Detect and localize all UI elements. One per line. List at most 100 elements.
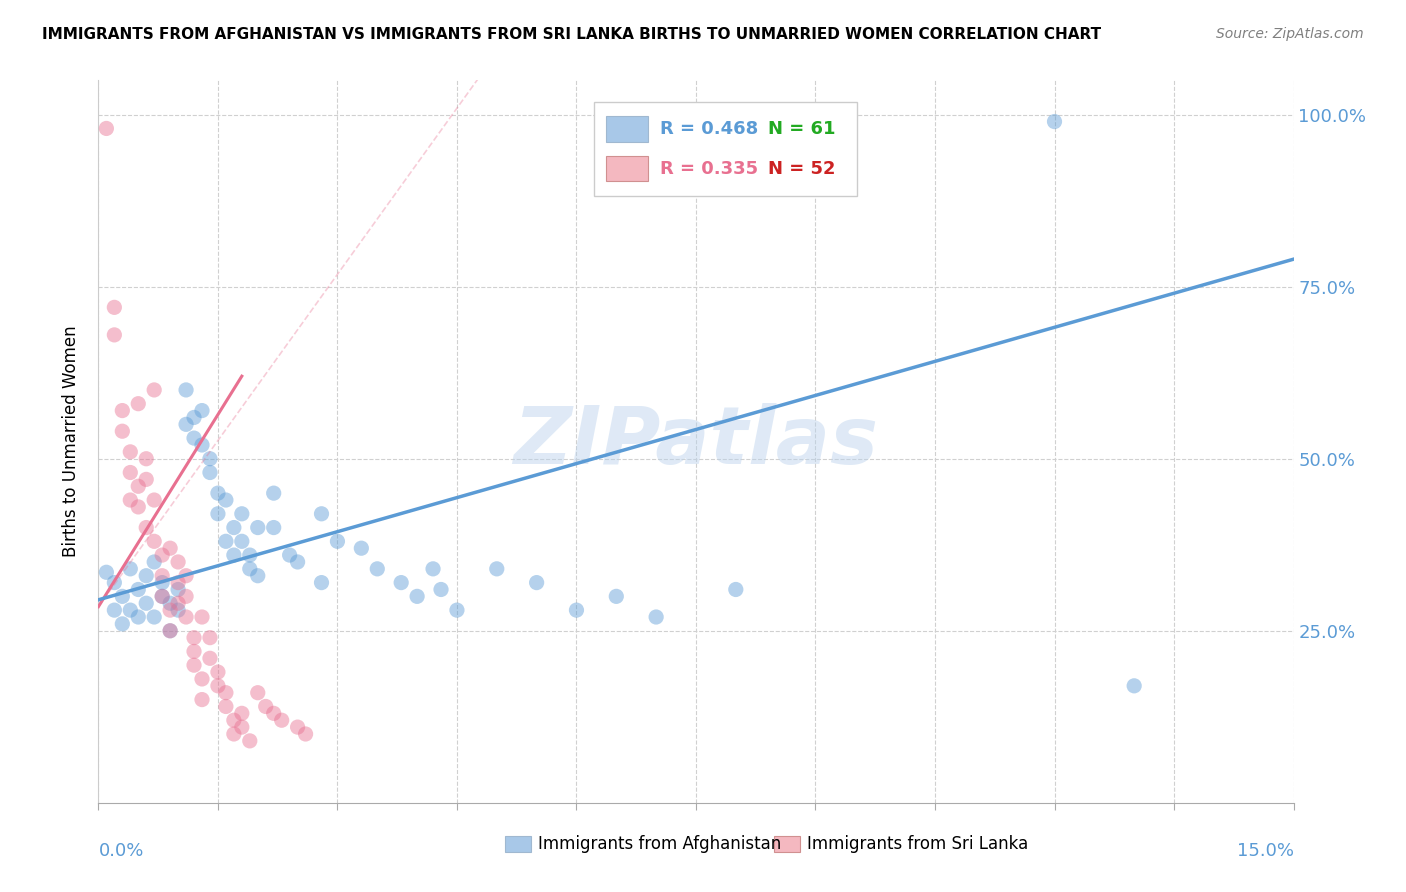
Point (278, 548, 301, 562)
Point (120, 445, 142, 459)
Point (183, 410, 205, 425)
Point (167, 582, 190, 597)
Text: N = 61: N = 61 (768, 120, 835, 138)
Point (183, 631, 205, 645)
Point (222, 520, 245, 534)
Text: Source: ZipAtlas.com: Source: ZipAtlas.com (1216, 27, 1364, 41)
Point (231, 507, 253, 521)
Text: Immigrants from Afghanistan: Immigrants from Afghanistan (538, 835, 782, 853)
Point (263, 486, 285, 500)
Point (724, 582, 747, 597)
Point (231, 534, 253, 549)
Text: N = 52: N = 52 (768, 161, 835, 178)
Point (174, 383, 197, 397)
Text: R = 0.335: R = 0.335 (661, 161, 758, 178)
Point (311, 507, 333, 521)
Point (446, 603, 468, 617)
Point (1123, 679, 1146, 693)
Point (287, 555, 309, 569)
Point (207, 486, 229, 500)
Point (526, 575, 548, 590)
Point (565, 603, 588, 617)
Point (246, 686, 269, 700)
Point (96, 566, 118, 580)
Y-axis label: Births to Unmarried Women: Births to Unmarried Women (62, 326, 80, 558)
Text: IMMIGRANTS FROM AFGHANISTAN VS IMMIGRANTS FROM SRI LANKA BIRTHS TO UNMARRIED WOM: IMMIGRANTS FROM AFGHANISTAN VS IMMIGRANT… (42, 27, 1101, 42)
Bar (505, 836, 531, 852)
Point (326, 534, 349, 549)
FancyBboxPatch shape (595, 102, 858, 196)
Point (111, 403, 134, 417)
Point (150, 575, 173, 590)
Point (246, 520, 269, 534)
Point (430, 582, 453, 597)
Point (191, 438, 214, 452)
Point (103, 327, 125, 342)
Point (135, 568, 157, 582)
Point (270, 713, 292, 727)
Point (222, 727, 245, 741)
Point (143, 383, 166, 397)
Point (207, 679, 229, 693)
Point (159, 624, 181, 638)
Point (239, 562, 262, 576)
Point (159, 624, 181, 638)
Point (103, 603, 125, 617)
Text: 15.0%: 15.0% (1236, 842, 1294, 860)
Point (174, 590, 197, 604)
Point (215, 686, 238, 700)
Point (103, 575, 125, 590)
Point (215, 493, 238, 508)
Point (422, 562, 444, 576)
Point (207, 507, 229, 521)
Point (366, 562, 388, 576)
Point (191, 610, 214, 624)
Point (159, 596, 181, 610)
Point (485, 562, 508, 576)
Bar (773, 836, 800, 852)
Point (120, 562, 142, 576)
Point (150, 548, 173, 562)
Point (287, 720, 309, 734)
Point (135, 520, 157, 534)
Point (111, 590, 134, 604)
Point (254, 699, 277, 714)
Point (167, 596, 190, 610)
Point (239, 548, 262, 562)
Point (183, 431, 205, 445)
Point (191, 692, 214, 706)
Point (231, 720, 253, 734)
Point (143, 534, 166, 549)
Point (120, 603, 142, 617)
Point (198, 631, 221, 645)
Point (96, 121, 118, 136)
Point (263, 520, 285, 534)
Point (605, 590, 627, 604)
Point (174, 610, 197, 624)
Point (159, 603, 181, 617)
Point (111, 616, 134, 631)
FancyBboxPatch shape (606, 156, 648, 181)
Point (150, 568, 173, 582)
Text: ZIPatlas: ZIPatlas (513, 402, 879, 481)
Point (239, 734, 262, 748)
Point (127, 500, 149, 514)
Point (111, 424, 134, 438)
Point (120, 466, 142, 480)
Point (127, 397, 149, 411)
Point (198, 651, 221, 665)
Point (645, 610, 668, 624)
Point (389, 575, 412, 590)
Point (159, 541, 181, 556)
Point (183, 644, 205, 658)
Text: 0.0%: 0.0% (98, 842, 143, 860)
Point (167, 575, 190, 590)
Point (183, 658, 205, 673)
Text: Immigrants from Sri Lanka: Immigrants from Sri Lanka (807, 835, 1028, 853)
Point (222, 548, 245, 562)
Point (222, 713, 245, 727)
Point (174, 568, 197, 582)
Point (311, 575, 333, 590)
Point (406, 590, 429, 604)
Text: R = 0.468: R = 0.468 (661, 120, 758, 138)
